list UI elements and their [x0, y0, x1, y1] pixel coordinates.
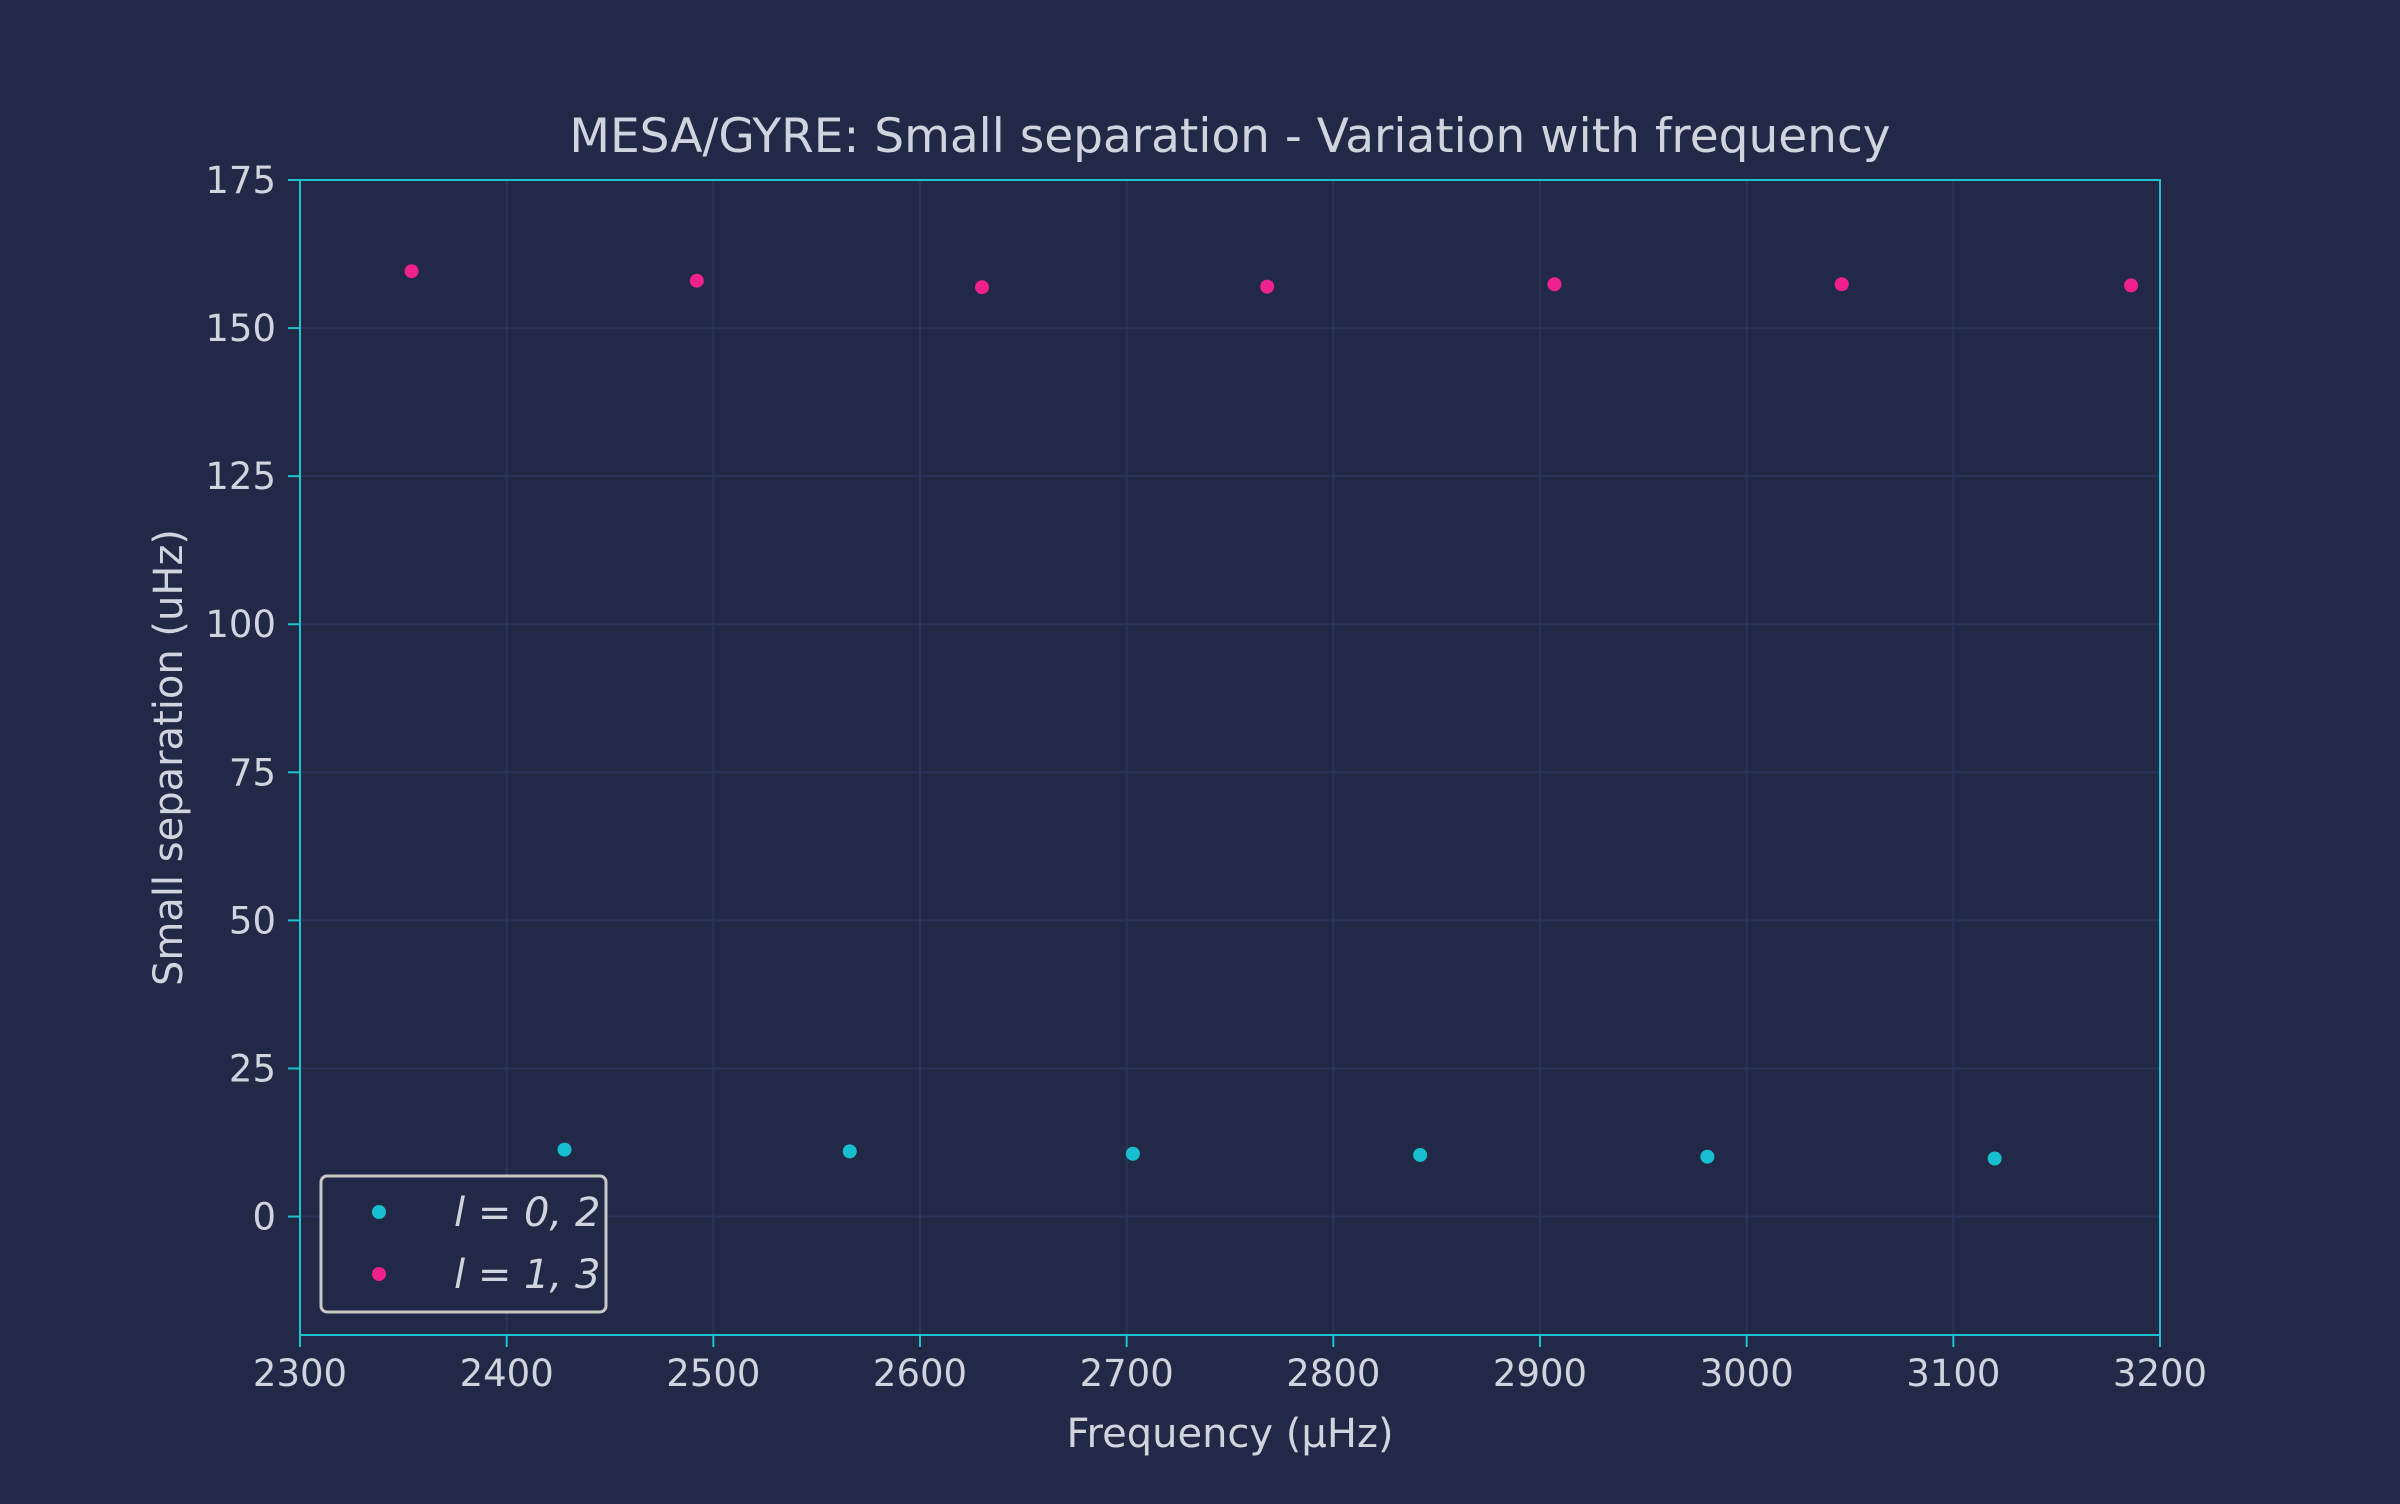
x-tick-label: 2600 [873, 1352, 967, 1395]
legend-box [319, 1174, 608, 1314]
data-point-series-1 [557, 1142, 572, 1157]
x-tick-label: 2500 [666, 1352, 760, 1395]
y-tick-label: 175 [205, 159, 276, 202]
y-tick-label: 150 [205, 307, 276, 350]
y-tick-label: 0 [252, 1196, 276, 1239]
tick-layer: 2300 2400 2500 2600 2700 2800 2900 3000 3100 3200… [205, 159, 2207, 1395]
data-point-series-1 [1125, 1146, 1140, 1161]
data-point-series-1 [1700, 1149, 1715, 1164]
x-tick-label: 2900 [1493, 1352, 1587, 1395]
data-point-series-2 [689, 273, 704, 288]
x-tick-label: 3000 [1700, 1352, 1794, 1395]
plot-area-frame [299, 179, 2161, 1336]
y-tick-label: 75 [229, 751, 276, 794]
x-tick-label: 3100 [1906, 1352, 2000, 1395]
data-point-series-2 [975, 280, 989, 295]
x-tick-label: 2700 [1080, 1352, 1174, 1395]
y-tick-label: 25 [229, 1047, 276, 1090]
y-tick-label: 100 [205, 603, 276, 646]
data-point-series-1 [1413, 1147, 1428, 1162]
legend-marker-series-1 [372, 1205, 386, 1219]
data-point-series-2 [2124, 278, 2139, 293]
data-point-series-2 [1547, 277, 1562, 292]
x-tick-label: 3200 [2113, 1352, 2207, 1395]
data-point-series-2 [1260, 279, 1275, 294]
data-points-layer [404, 264, 2139, 1166]
data-point-series-2 [1834, 277, 1849, 292]
data-point-series-1 [1987, 1151, 2002, 1166]
y-tick-label: 50 [229, 899, 276, 942]
legend: l = 0, 2 l = 1, 3 [319, 1174, 608, 1314]
x-tick-label: 2800 [1286, 1352, 1380, 1395]
legend-marker-series-2 [372, 1267, 386, 1281]
x-tick-label: 2300 [253, 1352, 347, 1395]
x-tick-label: 2400 [460, 1352, 554, 1395]
y-tick-label: 125 [205, 455, 276, 498]
legend-label-series-1: l = 0, 2 [454, 1190, 600, 1236]
legend-label-series-2: l = 1, 3 [454, 1252, 600, 1298]
data-point-series-2 [404, 264, 419, 279]
x-axis-label: Frequency (μHz) [1066, 1411, 1393, 1457]
chart-title: MESA/GYRE: Small separation - Variation … [569, 109, 1890, 164]
y-axis-label: Small separation (uHz) [146, 529, 192, 986]
data-point-series-1 [842, 1144, 857, 1159]
grid-layer [299, 179, 2161, 1335]
